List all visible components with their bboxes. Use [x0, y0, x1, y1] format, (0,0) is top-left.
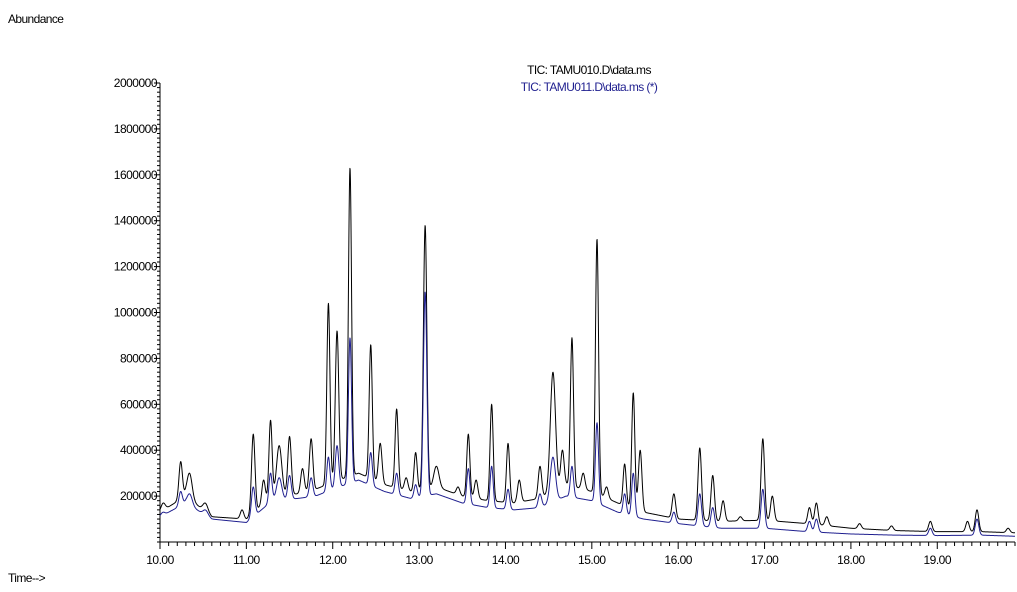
x-tick-label: 16.00 — [664, 553, 692, 567]
y-tick-label: 2000000 — [114, 76, 158, 90]
x-axis-ticks: 10.00 11.00 12.00 13.00 14.00 15.00 16.00 17.00… — [146, 542, 1016, 567]
x-tick-label: 10.00 — [146, 553, 174, 567]
y-tick-label: 600000 — [120, 397, 158, 411]
x-tick-label: 15.00 — [578, 553, 606, 567]
x-tick-label: 11.00 — [233, 553, 260, 567]
y-tick-label: 200000 — [120, 489, 158, 503]
y-tick-label: 800000 — [120, 351, 158, 365]
axes — [159, 83, 1015, 543]
y-tick-label: 1600000 — [114, 168, 158, 182]
series-lines — [159, 167, 1016, 537]
series-line-2 — [159, 291, 1016, 537]
y-tick-label: 1800000 — [114, 122, 158, 136]
legend-series-1: TIC: TAMU010.D\data.ms — [527, 63, 651, 77]
y-tick-label: 1200000 — [114, 260, 158, 274]
y-tick-label: 1000000 — [114, 306, 158, 320]
x-tick-label: 18.00 — [837, 553, 865, 567]
y-tick-label: 1400000 — [114, 214, 158, 228]
legend-series-2: TIC: TAMU011.D\data.ms (*) — [521, 80, 658, 94]
x-tick-label: 13.00 — [405, 553, 433, 567]
x-tick-label: 14.00 — [492, 553, 520, 567]
y-axis-ticks: 200000 400000 600000 800000 1000000 1200000 14… — [114, 76, 160, 543]
x-tick-label: 17.00 — [751, 553, 779, 567]
series-line-1 — [159, 167, 1016, 534]
y-tick-label: 400000 — [120, 443, 158, 457]
x-axis-label: Time--> — [8, 571, 46, 585]
x-tick-label: 12.00 — [319, 553, 347, 567]
y-axis-label: Abundance — [8, 12, 64, 26]
x-tick-label: 19.00 — [924, 553, 952, 567]
